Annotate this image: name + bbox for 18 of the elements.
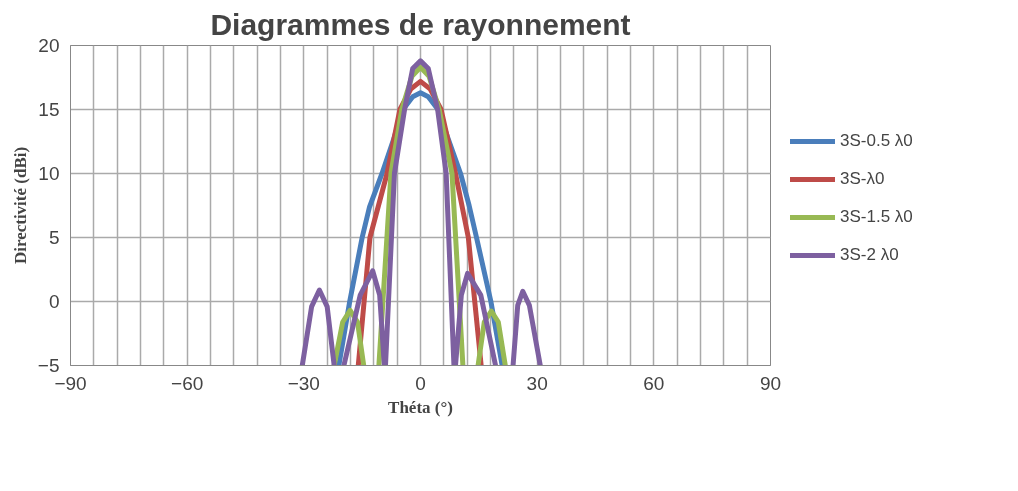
- legend-label: 3S-2 λ0: [840, 245, 899, 265]
- y-tick-label: 15: [38, 99, 60, 120]
- x-tick-label: 90: [759, 372, 782, 394]
- legend-label: 3S-λ0: [840, 169, 885, 189]
- legend-label: 3S-1.5 λ0: [840, 207, 913, 227]
- y-tick-label: 20: [38, 35, 60, 56]
- x-tick-label: −30: [287, 372, 320, 394]
- x-tick-label: 60: [643, 372, 665, 394]
- x-tick-label: −60: [171, 372, 204, 394]
- x-tick-label: 0: [415, 372, 426, 394]
- y-tick-label: 0: [48, 291, 60, 312]
- y-tick-label: 10: [38, 163, 60, 184]
- y-tick-label: 5: [48, 227, 60, 248]
- x-tick-label: 30: [526, 372, 548, 394]
- x-axis-title: Théta (°): [388, 397, 453, 417]
- y-axis-title: Directivité (dBi): [10, 146, 30, 265]
- legend-label: 3S-0.5 λ0: [840, 131, 913, 151]
- chart-title: Diagrammes de rayonnement: [210, 7, 631, 41]
